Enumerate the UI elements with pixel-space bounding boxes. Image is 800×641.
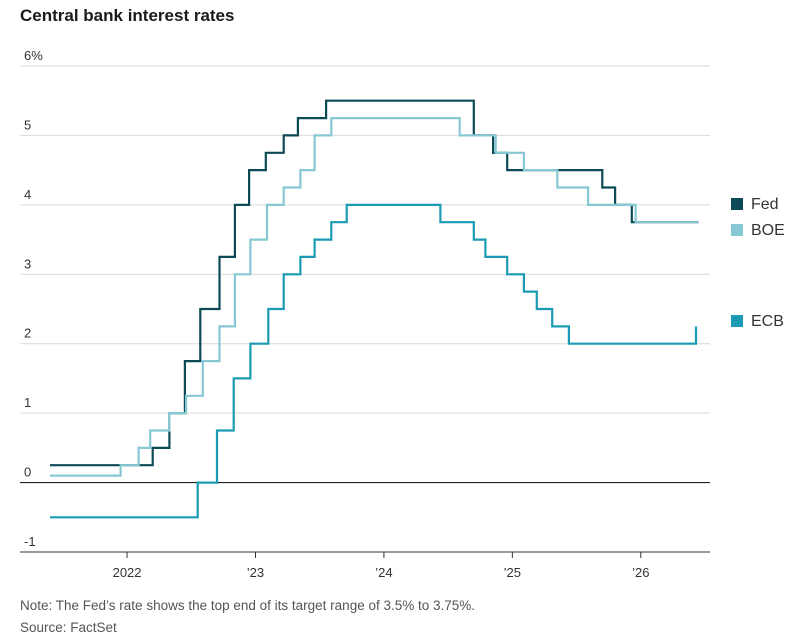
- y-tick-label: 1: [24, 395, 31, 410]
- y-tick-label: 6%: [24, 48, 43, 63]
- x-tick-label: ’26: [632, 565, 649, 580]
- x-tick-label: 2022: [113, 565, 142, 580]
- x-axis: 2022 ’23 ’24 ’25 ’26: [20, 551, 710, 580]
- y-tick-label: 5: [24, 117, 31, 132]
- chart-title: Central bank interest rates: [20, 6, 235, 25]
- chart-note: Note: The Fed’s rate shows the top end o…: [20, 598, 476, 613]
- y-tick-label: 4: [24, 187, 31, 202]
- legend-swatch-ecb: [731, 315, 743, 327]
- y-tick-label: 2: [24, 326, 31, 341]
- legend-swatch-fed: [731, 198, 743, 210]
- legend-swatch-boe: [731, 224, 743, 236]
- x-tick-label: ’24: [375, 565, 392, 580]
- gridlines: [20, 65, 710, 484]
- x-tick-label: ’25: [504, 565, 521, 580]
- y-axis-ticks: 6% 5 4 3 2 1 0 -1: [24, 48, 43, 549]
- series-lines: [50, 99, 699, 519]
- series-line-ecb: [50, 203, 698, 519]
- legend-label-ecb: ECB: [751, 313, 784, 330]
- y-tick-label: 0: [24, 465, 31, 480]
- series-line-boe: [50, 117, 699, 477]
- x-tick-label: ’23: [247, 565, 264, 580]
- chart-source: Source: FactSet: [20, 620, 117, 635]
- legend-label-fed: Fed: [751, 196, 779, 213]
- legend-label-boe: BOE: [751, 222, 785, 239]
- y-tick-label: -1: [24, 534, 36, 549]
- legend: Fed BOE ECB: [731, 196, 785, 330]
- y-tick-label: 3: [24, 256, 31, 271]
- series-line-fed: [50, 99, 699, 467]
